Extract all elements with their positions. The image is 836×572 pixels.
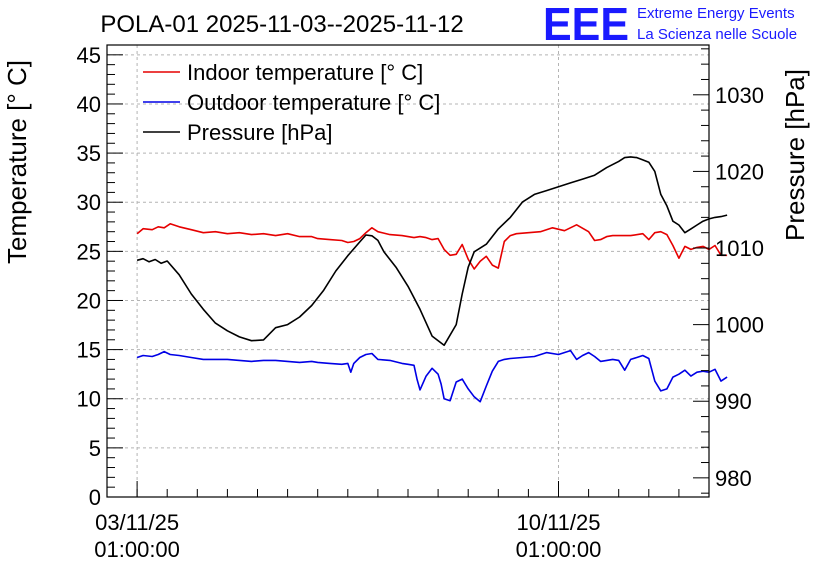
logo-line2: La Scienza nelle Scuole (637, 26, 797, 43)
eee-logo: EEE Extreme Energy Events La Scienza nel… (543, 0, 797, 50)
logo-line1: Extreme Energy Events (637, 5, 795, 22)
right-axis: 980 990 1000 1010 1020 1030 (693, 48, 764, 494)
y2-tick-label: 1020 (715, 159, 764, 184)
y-tick-label: 15 (77, 338, 101, 363)
y-tick-label: 0 (89, 485, 101, 510)
legend-label-pressure: Pressure [hPa] (187, 120, 333, 145)
legend: Indoor temperature [° C] Outdoor tempera… (143, 60, 440, 145)
x-tick-label-time: 01:00:00 (94, 537, 180, 562)
series-indoor-temperature (136, 223, 728, 270)
y2-tick-label: 1030 (715, 83, 764, 108)
x-tick-label-time: 01:00:00 (516, 537, 602, 562)
y2-axis-label: Pressure [hPa] (780, 69, 810, 241)
x-tick-label-date: 10/11/25 (516, 510, 600, 535)
y-tick-label: 25 (77, 239, 101, 264)
legend-label-indoor: Indoor temperature [° C] (187, 60, 423, 85)
x-tick-label-date: 03/11/25 (95, 510, 179, 535)
y-tick-label: 40 (77, 92, 101, 117)
y-tick-label: 45 (77, 43, 101, 68)
y2-tick-label: 1010 (715, 236, 764, 261)
series-layer (136, 156, 728, 403)
y-tick-label: 30 (77, 190, 101, 215)
y2-tick-label: 980 (715, 466, 752, 491)
y-tick-label: 5 (89, 436, 101, 461)
y2-tick-label: 990 (715, 389, 752, 414)
y-tick-label: 20 (77, 288, 101, 313)
gridlines (107, 45, 709, 497)
logo-mark: EEE (543, 0, 629, 50)
series-pressure (136, 156, 728, 347)
y-tick-label: 10 (77, 387, 101, 412)
left-axis: 0 5 10 15 20 25 30 35 40 45 (77, 43, 123, 510)
y-tick-label: 35 (77, 141, 101, 166)
series-outdoor-temperature (136, 349, 728, 403)
y2-tick-label: 1000 (715, 313, 764, 338)
legend-label-outdoor: Outdoor temperature [° C] (187, 90, 440, 115)
y-axis-label: Temperature [° C] (2, 60, 32, 264)
chart-title: POLA-01 2025-11-03--2025-11-12 (100, 11, 463, 38)
